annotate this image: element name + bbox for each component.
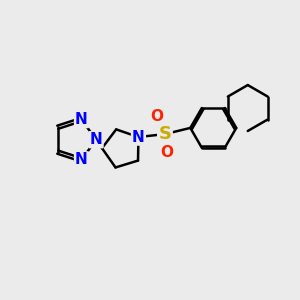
Text: N: N — [90, 132, 103, 147]
Text: N: N — [75, 112, 88, 127]
Text: O: O — [160, 145, 173, 160]
Text: N: N — [75, 152, 88, 167]
Text: N: N — [132, 130, 145, 145]
Text: O: O — [150, 109, 163, 124]
Text: S: S — [158, 125, 171, 143]
